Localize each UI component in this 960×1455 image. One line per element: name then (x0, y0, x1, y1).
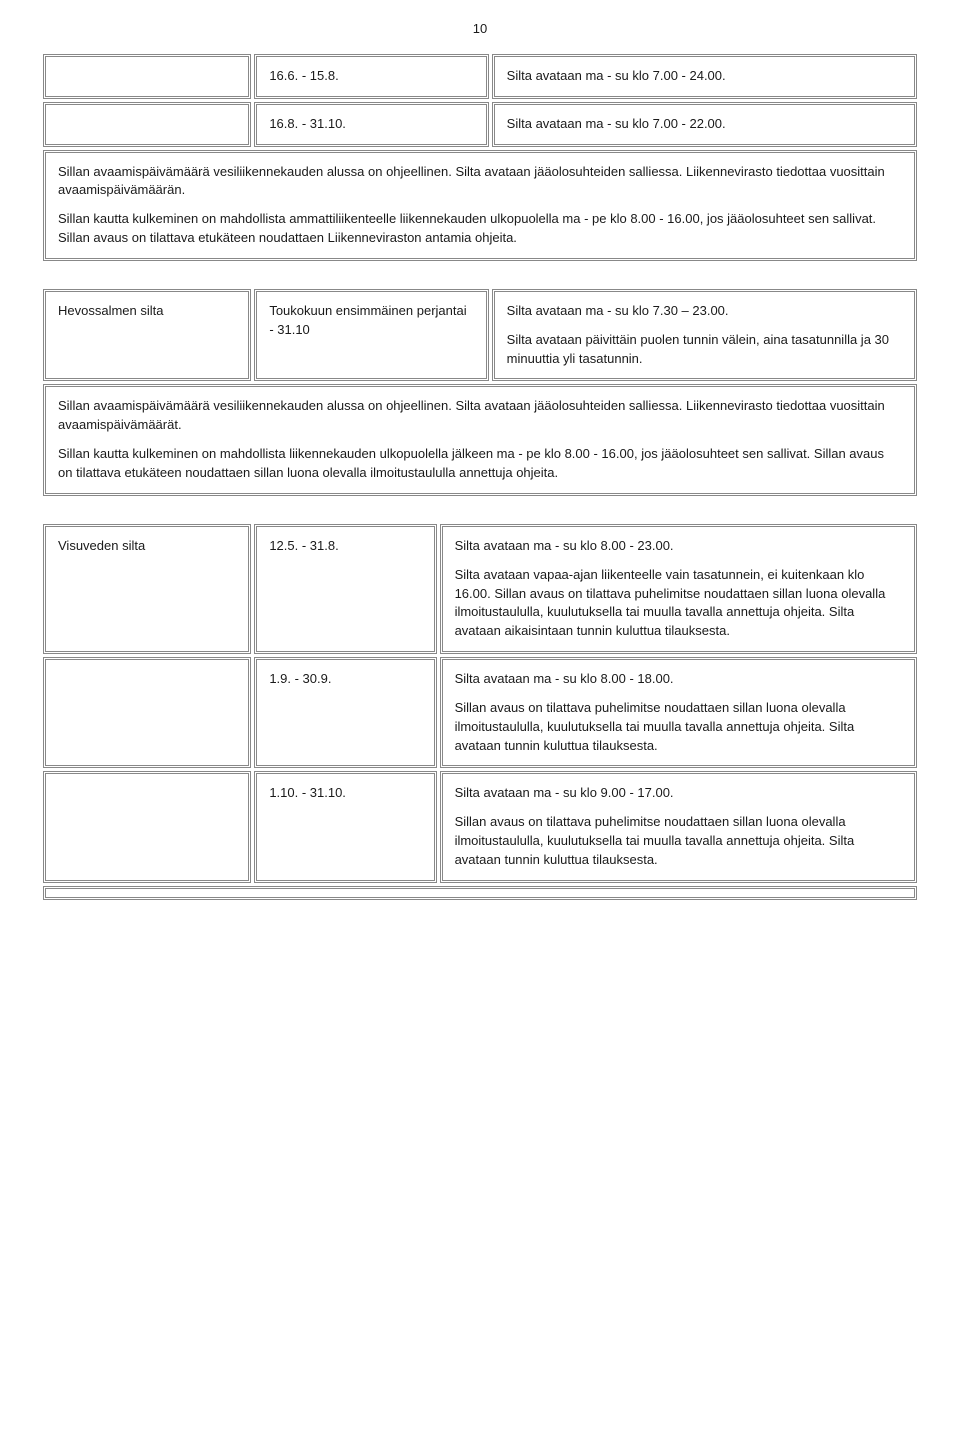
empty-cell (43, 54, 251, 99)
opening-hours-text: Silta avataan vapaa-ajan liikenteelle va… (455, 566, 902, 641)
opening-times-table-1: 16.6. - 15.8. Silta avataan ma - su klo … (40, 51, 920, 264)
opening-hours-cell: Silta avataan ma - su klo 8.00 - 23.00. … (440, 524, 917, 654)
bridge-name-cell: Visuveden silta (43, 524, 251, 654)
note-paragraph: Sillan avaamispäivämäärä vesiliikennekau… (58, 397, 902, 435)
date-range-cell: 12.5. - 31.8. (254, 524, 436, 654)
note-paragraph: Sillan kautta kulkeminen on mahdollista … (58, 445, 902, 483)
opening-hours-text: Silta avataan ma - su klo 8.00 - 23.00. (455, 537, 902, 556)
empty-cell (43, 771, 251, 882)
date-range-cell: 1.9. - 30.9. (254, 657, 436, 768)
bridge-name-cell: Hevossalmen silta (43, 289, 251, 382)
empty-cell (43, 102, 251, 147)
date-range-cell: 16.8. - 31.10. (254, 102, 488, 147)
empty-cell (43, 657, 251, 768)
notes-cell: Sillan avaamispäivämäärä vesiliikennekau… (43, 150, 917, 261)
opening-hours-cell: Silta avataan ma - su klo 7.00 - 24.00. (492, 54, 917, 99)
opening-hours-text: Sillan avaus on tilattava puhelimitse no… (455, 813, 902, 870)
opening-times-table-3: Visuveden silta 12.5. - 31.8. Silta avat… (40, 521, 920, 903)
date-range-cell: 16.6. - 15.8. (254, 54, 488, 99)
empty-footer-cell (43, 886, 917, 900)
opening-hours-cell: Silta avataan ma - su klo 7.00 - 22.00. (492, 102, 917, 147)
note-paragraph: Sillan avaamispäivämäärä vesiliikennekau… (58, 163, 902, 201)
notes-cell: Sillan avaamispäivämäärä vesiliikennekau… (43, 384, 917, 495)
opening-hours-text: Silta avataan ma - su klo 7.30 – 23.00. (507, 302, 902, 321)
date-range-cell: Toukokuun ensimmäinen perjantai - 31.10 (254, 289, 488, 382)
opening-hours-text: Silta avataan ma - su klo 9.00 - 17.00. (455, 784, 902, 803)
opening-hours-text: Silta avataan ma - su klo 8.00 - 18.00. (455, 670, 902, 689)
opening-hours-text: Silta avataan päivittäin puolen tunnin v… (507, 331, 902, 369)
opening-hours-text: Sillan avaus on tilattava puhelimitse no… (455, 699, 902, 756)
opening-hours-cell: Silta avataan ma - su klo 8.00 - 18.00. … (440, 657, 917, 768)
opening-times-table-2: Hevossalmen silta Toukokuun ensimmäinen … (40, 286, 920, 499)
page-number: 10 (40, 20, 920, 39)
opening-hours-cell: Silta avataan ma - su klo 7.30 – 23.00. … (492, 289, 917, 382)
opening-hours-cell: Silta avataan ma - su klo 9.00 - 17.00. … (440, 771, 917, 882)
note-paragraph: Sillan kautta kulkeminen on mahdollista … (58, 210, 902, 248)
date-range-cell: 1.10. - 31.10. (254, 771, 436, 882)
